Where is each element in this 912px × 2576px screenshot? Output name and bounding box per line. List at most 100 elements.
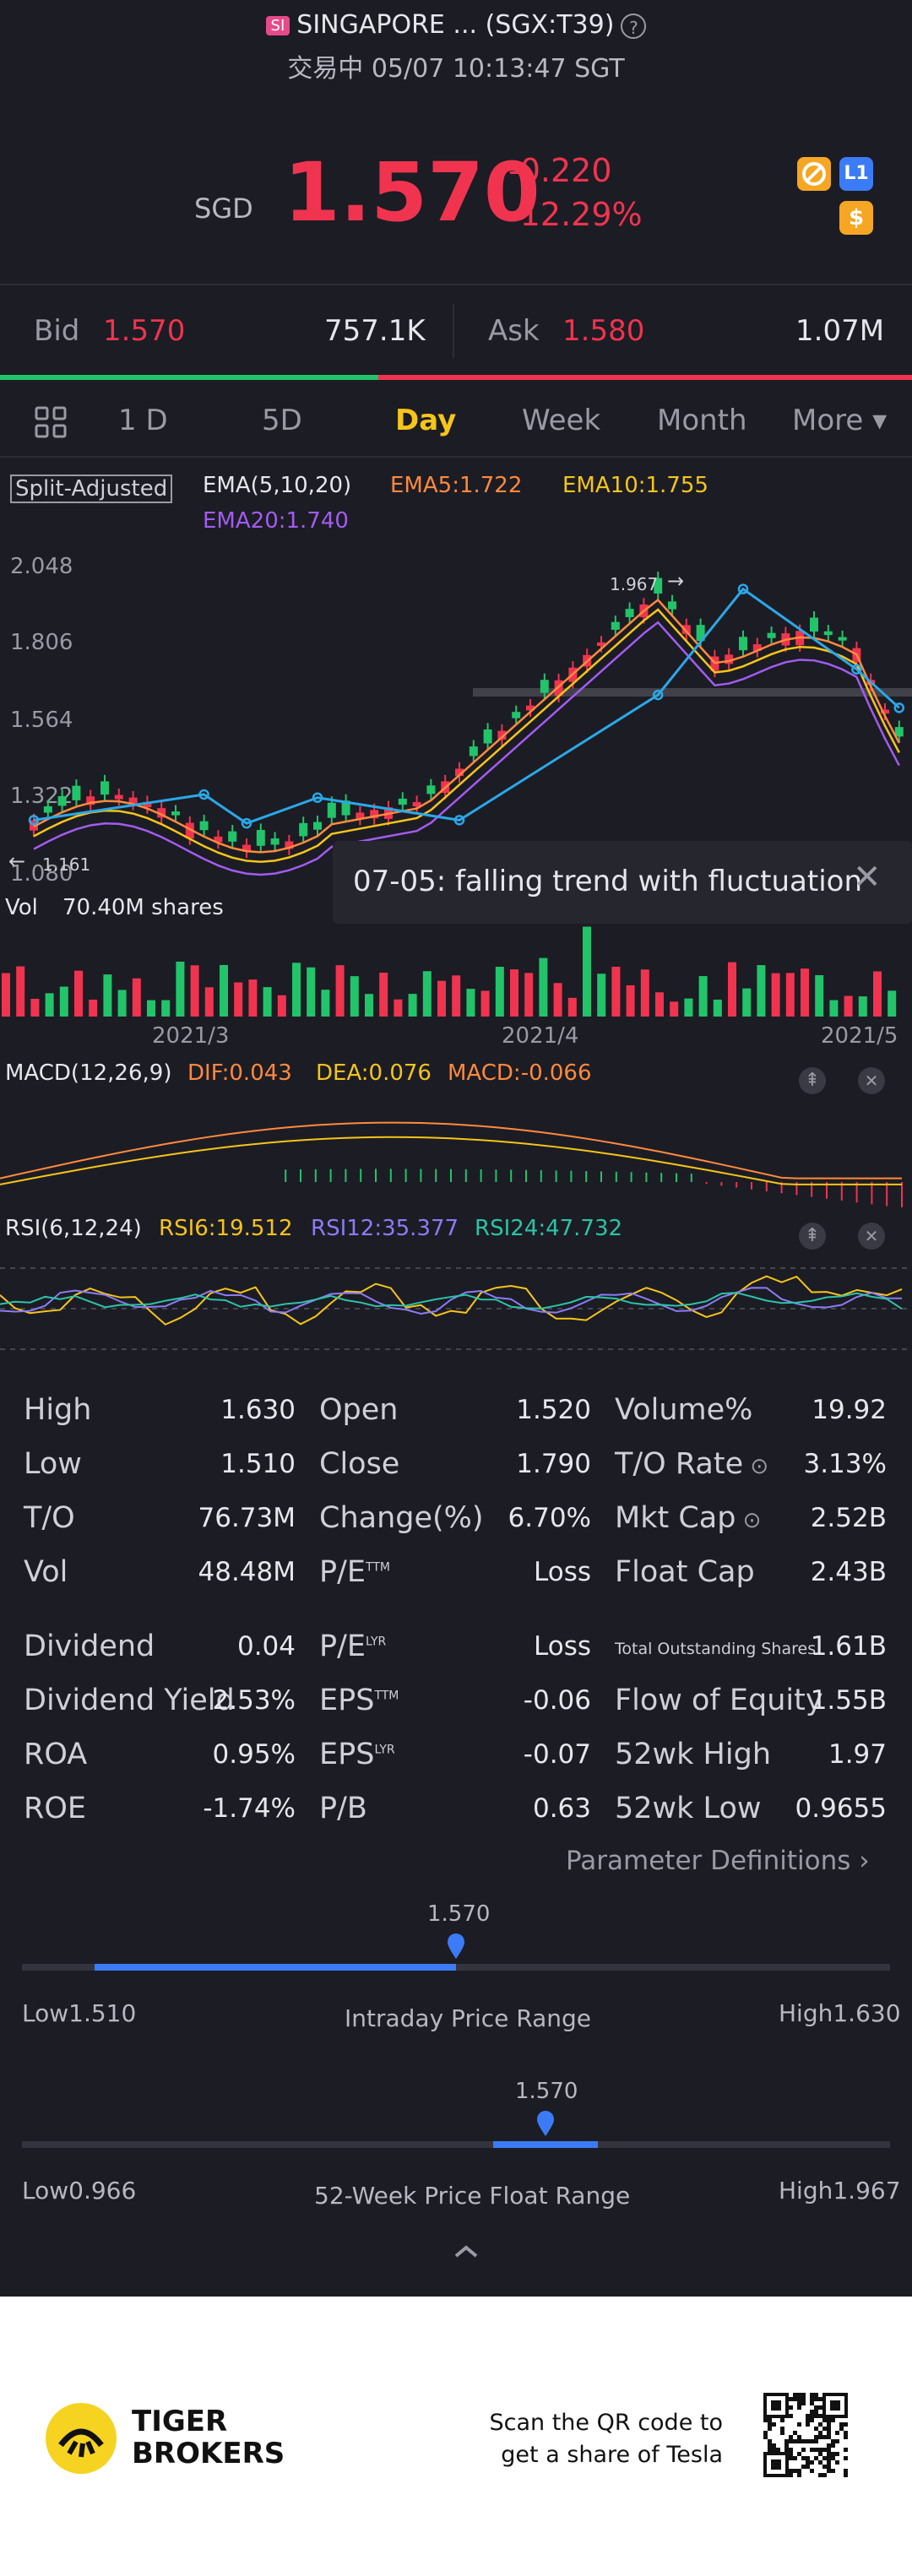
ema5-line xyxy=(33,598,900,854)
qr-module xyxy=(763,2435,768,2439)
volume-chart xyxy=(2,926,897,1017)
dif-value: DIF:0.043 xyxy=(187,1060,292,1086)
candle-body xyxy=(356,812,365,819)
arrow-left-icon: ← xyxy=(8,849,26,873)
ema10-value: EMA10:1.755 xyxy=(562,473,708,498)
qr-module xyxy=(797,2473,801,2477)
volume-bar xyxy=(394,999,403,1017)
qr-module xyxy=(810,2448,814,2452)
stat-value: 6.70% xyxy=(508,1503,591,1533)
qr-finder xyxy=(763,2393,789,2418)
volume-bar xyxy=(248,979,258,1017)
stat-label-superscript: LYR xyxy=(374,1743,395,1757)
qr-module xyxy=(801,2465,806,2469)
divider xyxy=(453,304,454,358)
volume-bar xyxy=(277,995,286,1017)
qr-module xyxy=(839,2427,844,2431)
pin-top-icon[interactable]: ⇞ xyxy=(799,1067,826,1094)
qr-module xyxy=(818,2397,822,2401)
candle-body xyxy=(725,654,734,664)
volume-bar xyxy=(858,996,867,1017)
grid-icon[interactable] xyxy=(34,405,68,442)
tab-month[interactable]: Month xyxy=(657,404,747,437)
pin-top-icon[interactable]: ⇞ xyxy=(799,1223,826,1250)
stat-label: Mkt Cap ⊙ xyxy=(615,1501,762,1535)
volume-bar xyxy=(829,1000,839,1017)
tab-5d[interactable]: 5D xyxy=(262,404,302,437)
info-icon[interactable]: ⊙ xyxy=(743,1454,769,1479)
qr-module xyxy=(844,2448,848,2452)
qr-module xyxy=(801,2393,806,2397)
stat-value: 1.61B xyxy=(810,1631,887,1662)
stat-label: Flow of Equity xyxy=(615,1684,823,1717)
volume-bar xyxy=(350,976,359,1017)
qr-module xyxy=(789,2473,793,2477)
rsi24-value: RSI24:47.732 xyxy=(475,1216,623,1241)
qr-code-icon[interactable] xyxy=(763,2393,848,2477)
qr-module xyxy=(789,2452,793,2456)
qr-module xyxy=(822,2456,827,2460)
ema20-line xyxy=(33,621,900,876)
trend-point xyxy=(851,664,862,675)
qr-module xyxy=(844,2435,848,2439)
param-definitions-link[interactable]: Parameter Definitions › xyxy=(566,1846,870,1876)
help-icon[interactable]: ? xyxy=(621,13,647,39)
volume-bar xyxy=(888,990,897,1017)
qr-module xyxy=(827,2465,831,2469)
qr-text-line1: Scan the QR code to xyxy=(489,2410,723,2436)
close-icon[interactable]: ✕ xyxy=(853,858,882,897)
stat-value: 0.9655 xyxy=(795,1793,887,1824)
level1-icon[interactable]: L1 xyxy=(839,157,873,191)
stat-label: Volume% xyxy=(615,1393,753,1427)
split-adjusted-toggle[interactable]: Split-Adjusted xyxy=(10,475,173,503)
stat-label-superscript: TTM xyxy=(374,1689,399,1703)
volume-bar xyxy=(379,973,388,1017)
candlestick-chart[interactable] xyxy=(0,540,912,878)
qr-module xyxy=(789,2414,793,2418)
qr-module xyxy=(814,2435,818,2439)
tab-day[interactable]: Day xyxy=(395,404,457,437)
chevron-right-icon: › xyxy=(859,1846,870,1876)
dollar-icon[interactable]: $ xyxy=(839,201,873,235)
qr-module xyxy=(763,2418,768,2422)
candle-body xyxy=(412,801,421,807)
price-change: -0.220 xyxy=(508,152,612,189)
divider xyxy=(0,284,912,285)
qr-module xyxy=(789,2448,793,2452)
qr-module xyxy=(827,2456,831,2460)
volume-bar xyxy=(437,980,446,1017)
ema5-value: EMA5:1.722 xyxy=(390,473,523,498)
brand-line1: TIGER xyxy=(132,2405,228,2438)
qr-module xyxy=(801,2401,806,2405)
tab-more[interactable]: More ▾ xyxy=(792,404,888,437)
stat-value: 1.97 xyxy=(828,1739,887,1770)
qr-module xyxy=(780,2427,784,2431)
trend-popup[interactable]: 07-05: falling trend with fluctuation ✕ xyxy=(333,841,912,924)
qr-module xyxy=(806,2418,810,2422)
week52-fill xyxy=(493,2141,598,2148)
tab-week[interactable]: Week xyxy=(522,404,601,437)
volume-bar xyxy=(422,971,432,1017)
close-icon[interactable]: ✕ xyxy=(858,1067,885,1094)
pin-marker-icon xyxy=(535,2111,556,2141)
qr-module xyxy=(831,2443,835,2448)
candle-body xyxy=(838,637,847,641)
qr-module xyxy=(814,2397,818,2401)
x-tick: 2021/5 xyxy=(821,1023,898,1049)
candle-body xyxy=(285,841,294,849)
qr-module xyxy=(806,2460,810,2465)
close-icon[interactable]: ✕ xyxy=(858,1223,885,1250)
candle-body xyxy=(881,709,889,714)
vol-label: Vol xyxy=(5,895,38,920)
price-tick: 1.806 xyxy=(10,630,73,655)
qr-module xyxy=(793,2393,797,2397)
volume-bar xyxy=(626,984,635,1017)
no-entry-icon[interactable] xyxy=(797,157,831,191)
candle-body xyxy=(228,831,237,842)
stat-value: 0.63 xyxy=(532,1793,591,1824)
chevron-up-icon[interactable] xyxy=(449,2237,483,2266)
info-icon[interactable]: ⊙ xyxy=(736,1508,762,1533)
tab-1d[interactable]: 1 D xyxy=(118,404,168,437)
qr-module xyxy=(768,2418,772,2422)
volume-bar xyxy=(335,965,345,1017)
